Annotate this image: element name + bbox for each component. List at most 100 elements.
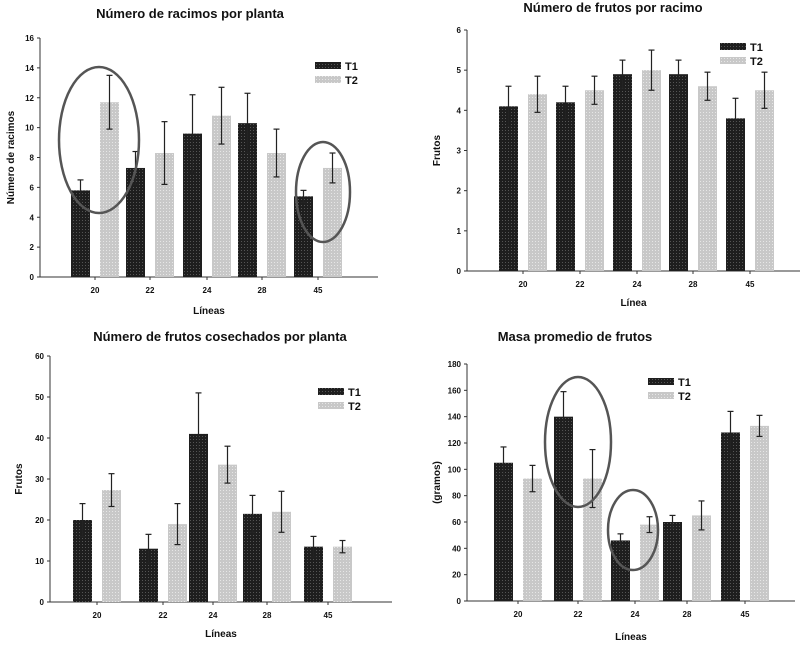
bar-t1-22 (556, 102, 575, 271)
y-tick-label: 160 (448, 386, 462, 395)
error-bar-t2-24 (646, 516, 653, 534)
x-axis-label: Líneas (205, 629, 237, 640)
y-tick-label: 120 (448, 439, 462, 448)
x-tick-label: 24 (633, 280, 642, 289)
y-tick-label: 0 (30, 273, 35, 282)
bar-t1-24 (189, 433, 208, 602)
error-bar-t2-45 (339, 539, 346, 554)
y-tick-label: 6 (30, 183, 35, 192)
error-bar-t2-45 (761, 71, 768, 109)
legend-swatch-t2 (648, 392, 674, 399)
bar-t2-28 (698, 86, 717, 271)
error-bar-t1-20 (505, 85, 512, 128)
error-bar-t2-20 (529, 464, 536, 493)
bar-t1-28 (243, 513, 262, 602)
chart-panel-2: Número de frutos por racimo Línea Frutos 0 1… (432, 0, 800, 309)
bar-t1-20 (73, 520, 92, 602)
chart-panel-1: Número de racimos por planta Líneas Número… (6, 6, 378, 317)
y-tick-label: 4 (30, 213, 35, 222)
error-bar-t1-28 (669, 514, 676, 530)
bar-t1-28 (669, 74, 688, 271)
x-tick-label: 20 (514, 610, 523, 619)
chart-title: Número de frutos cosechados por planta (93, 329, 347, 344)
x-tick-label: 24 (209, 611, 218, 620)
bar-t2-24 (218, 464, 237, 602)
error-bar-t2-45 (756, 414, 763, 438)
error-bar-t1-45 (732, 97, 739, 140)
x-tick-label: 20 (91, 286, 100, 295)
y-tick-label: 30 (35, 475, 44, 484)
x-tick-label: 28 (689, 280, 698, 289)
y-tick-label: 180 (448, 360, 462, 369)
bar-t2-20 (102, 490, 121, 602)
error-bar-t1-28 (244, 92, 251, 154)
x-tick-label: 28 (258, 286, 267, 295)
bar-t2-22 (155, 153, 174, 277)
error-bar-t2-45 (329, 152, 336, 184)
x-tick-label: 28 (263, 611, 272, 620)
error-bar-t2-28 (704, 71, 711, 101)
bar-t2-24 (642, 70, 661, 272)
highlight-ellipse-20 (57, 65, 141, 215)
error-bar-t1-28 (675, 59, 682, 89)
legend-swatch-t2 (720, 57, 746, 64)
y-tick-label: 14 (25, 64, 34, 73)
error-bar-t1-45 (310, 535, 317, 558)
y-tick-label: 10 (25, 124, 34, 133)
error-bar-t2-22 (174, 503, 181, 546)
bar-t2-22 (585, 90, 604, 271)
legend-label-t2: T2 (348, 401, 361, 413)
legend-swatch-t1 (318, 388, 344, 395)
error-bar-t2-20 (106, 74, 113, 130)
bar-t2-20 (528, 94, 547, 272)
bar-t1-22 (139, 548, 158, 602)
x-tick-label: 22 (576, 280, 585, 289)
x-tick-label: 24 (203, 286, 212, 295)
chart-title: Masa promedio de frutos (498, 329, 653, 344)
error-bar-t1-22 (562, 85, 569, 119)
highlight-ellipse-45 (294, 140, 352, 244)
y-tick-label: 10 (35, 557, 44, 566)
x-tick-label: 45 (741, 610, 750, 619)
y-tick-label: 40 (35, 434, 44, 443)
x-tick-label: 45 (746, 280, 755, 289)
x-tick-label: 45 (324, 611, 333, 620)
legend-label-t2: T2 (750, 56, 763, 68)
bar-t1-24 (183, 133, 202, 277)
y-tick-label: 8 (30, 154, 35, 163)
legend-label-t2: T2 (345, 75, 358, 87)
y-tick-label: 1 (457, 227, 462, 236)
error-bar-t1-45 (300, 189, 307, 203)
x-axis-label: Línea (620, 298, 647, 309)
y-tick-label: 12 (25, 94, 34, 103)
legend-label-t1: T1 (750, 42, 763, 54)
y-tick-label: 20 (35, 516, 44, 525)
error-bar-t2-22 (591, 75, 598, 105)
bar-t1-45 (721, 432, 740, 601)
y-tick-label: 0 (457, 597, 462, 606)
error-bar-t1-45 (727, 410, 734, 455)
error-bar-t2-28 (278, 490, 285, 533)
bar-t2-28 (267, 153, 286, 277)
y-tick-label: 16 (25, 34, 34, 43)
x-tick-label: 22 (574, 610, 583, 619)
bar-t2-45 (333, 546, 352, 602)
legend-label-t1: T1 (348, 387, 361, 399)
bar-t2-20 (100, 102, 119, 277)
bar-t1-20 (499, 106, 518, 271)
y-tick-label: 0 (40, 598, 45, 607)
error-bar-t2-20 (534, 75, 541, 113)
y-tick-label: 3 (457, 147, 462, 156)
y-tick-label: 50 (35, 393, 44, 402)
y-tick-label: 80 (452, 492, 461, 501)
chart-title: Número de racimos por planta (96, 6, 285, 21)
y-tick-label: 0 (457, 267, 462, 276)
bar-t2-28 (272, 511, 291, 602)
highlight-ellipse-24 (606, 488, 660, 572)
x-tick-label: 45 (314, 286, 323, 295)
error-bar-t1-20 (77, 179, 84, 202)
error-bar-t1-24 (619, 59, 626, 89)
error-bar-t2-24 (648, 49, 655, 91)
y-tick-label: 2 (30, 243, 35, 252)
